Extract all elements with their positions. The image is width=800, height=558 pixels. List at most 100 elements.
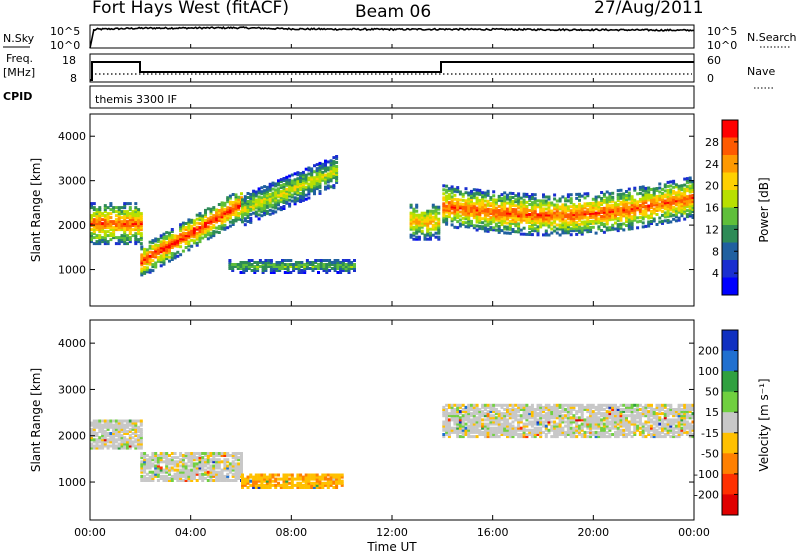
velocity-cell [495, 427, 498, 430]
power-y-axis-label: Slant Range [km] [29, 158, 43, 262]
velocity-cell [525, 429, 528, 432]
velocity-cell [633, 408, 636, 411]
power-cell [550, 210, 553, 213]
power-cell [115, 210, 118, 213]
velocity-cell [523, 404, 526, 407]
power-cell [636, 200, 639, 203]
velocity-cell [165, 475, 168, 478]
power-cell [650, 194, 653, 197]
velocity-cell [459, 410, 462, 413]
power-cell [298, 261, 301, 264]
power-cell [210, 208, 213, 211]
power-cell [492, 194, 495, 197]
beam-label: Beam 06 [355, 2, 431, 22]
power-cell [462, 221, 465, 224]
velocity-cell [109, 420, 112, 423]
power-cell [112, 206, 115, 209]
power-cell [462, 193, 465, 196]
velocity-cell [210, 452, 213, 455]
velocity-cell [534, 408, 537, 411]
velocity-cell [218, 471, 221, 474]
velocity-cell [625, 414, 628, 417]
velocity-cell [639, 427, 642, 430]
velocity-cell [614, 431, 617, 434]
power-cell [672, 190, 675, 193]
velocity-cell [636, 421, 639, 424]
noise-search-label: N.Search [747, 31, 797, 44]
velocity-cell [581, 404, 584, 407]
power-cell [636, 220, 639, 223]
power-cell [537, 213, 540, 216]
power-cell [283, 177, 286, 180]
velocity-cell [639, 412, 642, 415]
power-cell [93, 202, 96, 205]
power-cell [218, 203, 221, 206]
power-cell [134, 206, 137, 209]
power-cell [182, 232, 185, 235]
power-cell [255, 199, 258, 202]
velocity-cell [622, 404, 625, 407]
power-cell [272, 182, 275, 185]
power-cell [154, 244, 157, 247]
power-cell [273, 263, 276, 266]
velocity-cell [247, 476, 250, 479]
power-cell [107, 206, 110, 209]
power-cell [241, 198, 244, 201]
power-cell [512, 200, 515, 203]
power-cell [581, 227, 584, 230]
power-cell [603, 193, 606, 196]
velocity-cell [210, 458, 213, 461]
power-cell [256, 261, 259, 264]
power-cell [467, 198, 470, 201]
power-cell [289, 263, 292, 266]
power-cell [459, 199, 462, 202]
power-cell [210, 216, 213, 219]
velocity-cell [509, 423, 512, 426]
power-cell [247, 192, 250, 195]
velocity-cell [608, 433, 611, 436]
velocity-cell [283, 474, 286, 477]
power-cell [647, 221, 650, 224]
velocity-cell [575, 416, 578, 419]
power-cell [456, 186, 459, 189]
power-cell [259, 259, 262, 262]
velocity-cell [489, 414, 492, 417]
velocity-cell [661, 412, 664, 415]
power-cell [310, 167, 313, 170]
velocity-cell [525, 433, 528, 436]
power-cell [115, 236, 118, 239]
power-cell [107, 212, 110, 215]
power-cell [196, 222, 199, 225]
power-cell [501, 197, 504, 200]
velocity-cell [537, 418, 540, 421]
power-colorbar-tick-label-1: 24 [705, 158, 719, 171]
velocity-cell [553, 421, 556, 424]
velocity-cell [595, 406, 598, 409]
power-cell [614, 222, 617, 225]
velocity-cell [650, 418, 653, 421]
power-cell [179, 223, 182, 226]
power-cell [258, 217, 261, 220]
velocity-cell [545, 404, 548, 407]
power-cell [193, 219, 196, 222]
power-cell [453, 226, 456, 229]
velocity-cell [204, 469, 207, 472]
power-cell [586, 208, 589, 211]
velocity-cell [140, 420, 143, 423]
velocity-cell [453, 427, 456, 430]
power-cell [520, 233, 523, 236]
velocity-cell [442, 433, 445, 436]
velocity-cell [489, 404, 492, 407]
power-cell [187, 218, 190, 221]
power-cell [581, 205, 584, 208]
velocity-cell [542, 414, 545, 417]
power-cell [664, 211, 667, 214]
power-cell [251, 263, 254, 266]
power-cell [575, 193, 578, 196]
power-cell [667, 189, 670, 192]
velocity-cell [174, 456, 177, 459]
power-cell [631, 195, 634, 198]
power-cell [622, 222, 625, 225]
velocity-cell [675, 418, 678, 421]
velocity-cell [313, 482, 316, 485]
